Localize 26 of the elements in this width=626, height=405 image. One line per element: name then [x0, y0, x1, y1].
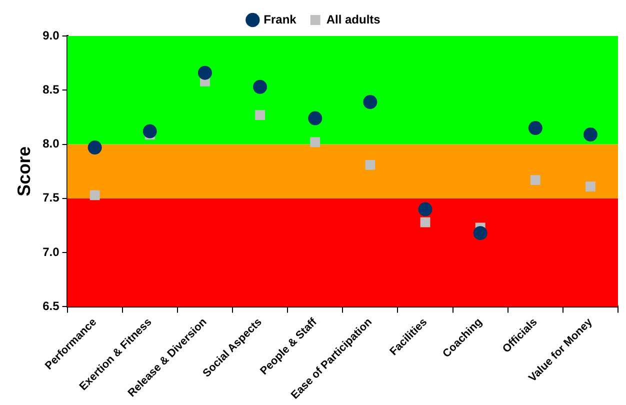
point [473, 226, 488, 240]
point [142, 124, 157, 138]
point [253, 80, 268, 94]
y-tick-label: 7.0 [42, 244, 60, 259]
legend-label: All adults [326, 12, 381, 26]
point [310, 137, 320, 148]
point [528, 121, 542, 136]
y-tick-label: 6.5 [42, 299, 60, 314]
point [255, 110, 265, 120]
point [363, 95, 378, 110]
point [420, 217, 430, 228]
y-tick-label: 9.0 [42, 28, 60, 42]
point [198, 66, 212, 80]
point [586, 182, 596, 192]
y-tick-label: 8.0 [42, 136, 60, 151]
point [418, 202, 432, 216]
point [530, 175, 540, 185]
point [308, 111, 322, 126]
y-axis-title: Score [14, 146, 34, 196]
legend-label: Frank [264, 12, 297, 26]
y-tick-label: 7.5 [42, 190, 60, 205]
point [583, 128, 598, 142]
point [88, 140, 102, 155]
point [365, 160, 376, 170]
y-tick-label: 8.5 [42, 82, 60, 96]
point [90, 190, 100, 200]
